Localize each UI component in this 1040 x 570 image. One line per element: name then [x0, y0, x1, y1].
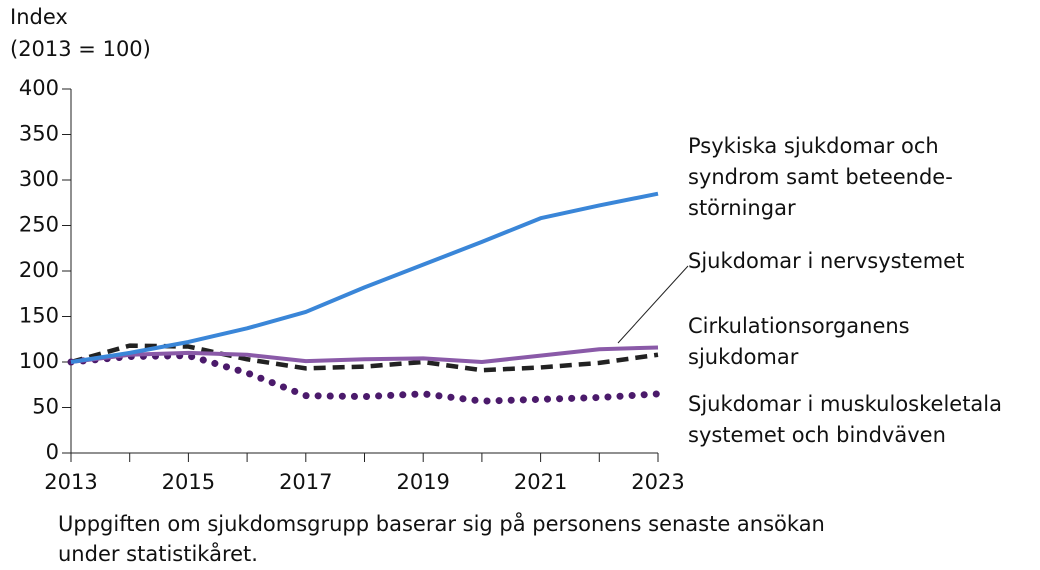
y-tick-label: 100: [19, 349, 59, 373]
y-tick-label: 350: [19, 122, 59, 146]
x-tick-label: 2015: [162, 470, 215, 494]
series-line: [67, 352, 662, 405]
series-label: Cirkulationsorganens sjukdomar: [688, 314, 910, 369]
y-tick-label: 300: [19, 167, 59, 191]
y-tick-label: 150: [19, 304, 59, 328]
x-tick-label: 2019: [396, 470, 449, 494]
y-tick-label: 400: [19, 76, 59, 100]
x-tick-label: 2013: [44, 470, 97, 494]
y-axis-label: Index (2013 = 100): [10, 5, 151, 61]
series-label: Sjukdomar i muskuloskeletala systemet och…: [688, 392, 1002, 447]
x-tick-label: 2023: [631, 470, 684, 494]
series-line: [70, 191, 659, 364]
series-label: Psykiska sjukdomar och syndrom samt betee…: [688, 134, 953, 220]
series-label: Sjukdomar i nervsystemet: [688, 249, 964, 273]
y-tick-label: 0: [46, 440, 59, 464]
x-tick-label: 2021: [514, 470, 567, 494]
y-tick-label: 200: [19, 258, 59, 282]
leader-line: [617, 265, 689, 344]
y-tick-label: 250: [19, 213, 59, 237]
x-tick-label: 2017: [279, 470, 332, 494]
footnote: Uppgiften om sjukdomsgrupp baserar sig p…: [58, 511, 825, 566]
y-tick-label: 50: [32, 395, 59, 419]
series-line: [70, 345, 659, 364]
